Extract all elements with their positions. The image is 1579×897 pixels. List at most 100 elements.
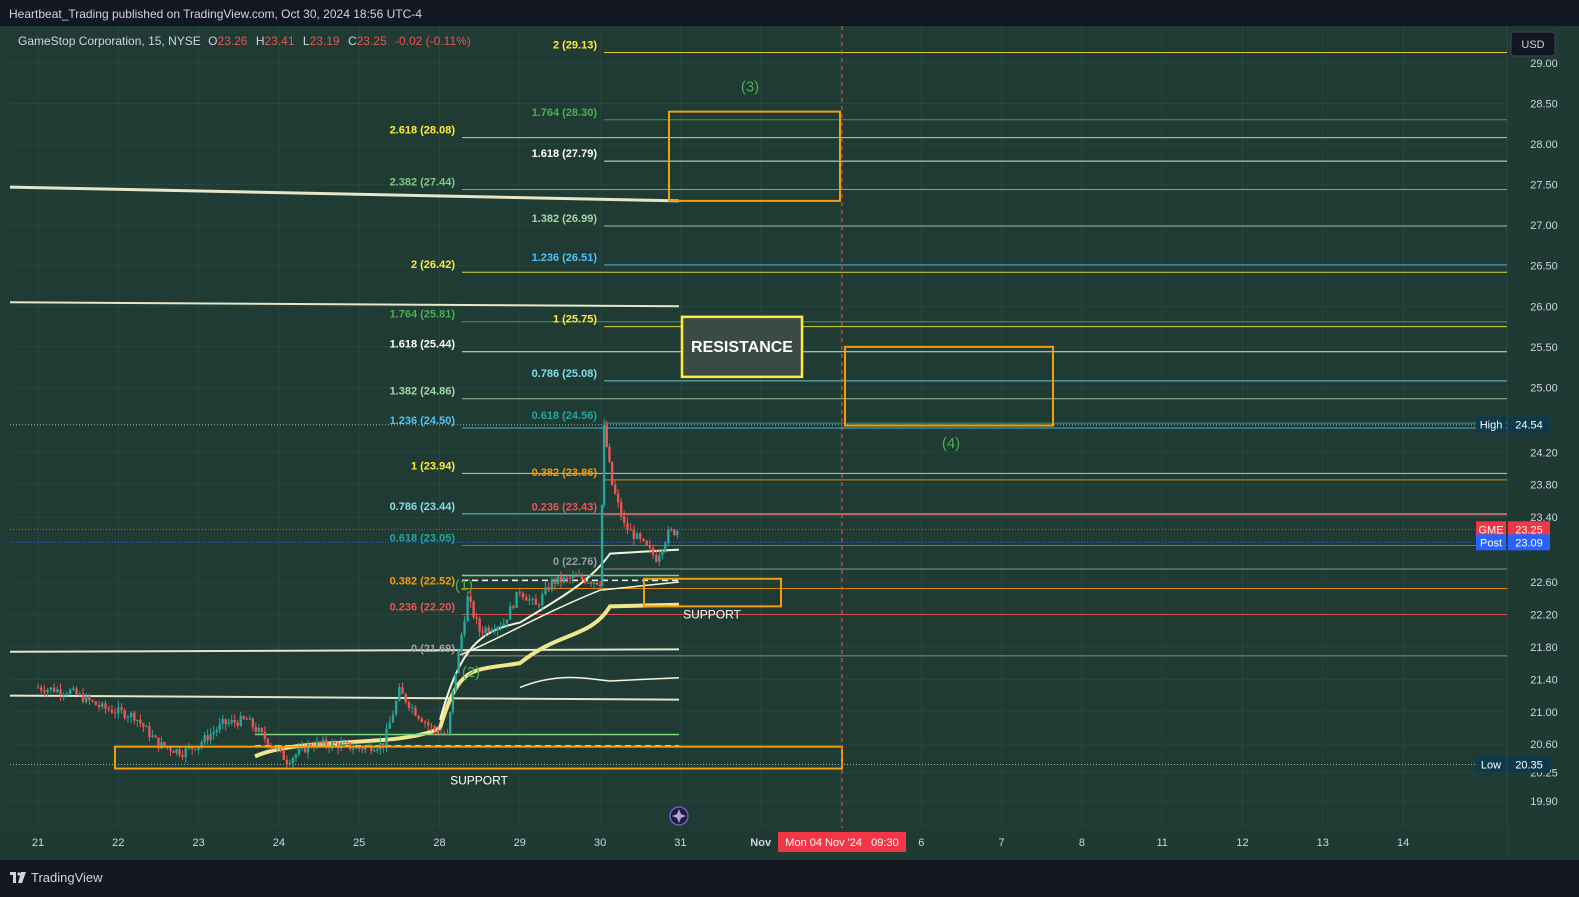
price-tick-label: 25.00 (1530, 382, 1558, 394)
candle-body (315, 741, 319, 748)
currency-button[interactable] (1510, 31, 1556, 57)
candle-body (43, 690, 46, 693)
candle-body (531, 598, 534, 600)
candle-body (40, 687, 43, 691)
resistance-box (680, 315, 804, 379)
candle-body (248, 718, 251, 720)
candle-body (469, 596, 472, 602)
candle-body (446, 733, 449, 735)
candle-body (306, 744, 310, 753)
anchored-vwap-line (9, 694, 680, 701)
fib-left-label: 1.618 (25.44) (390, 339, 456, 351)
candle-body (404, 693, 407, 703)
candle-body (184, 748, 187, 758)
candle-body (574, 576, 578, 578)
candle-body (72, 688, 75, 690)
candle-body (547, 587, 550, 591)
candle-body (508, 606, 512, 620)
candle-body (303, 745, 307, 753)
fib-right-label: 2 (29.13) (553, 39, 597, 51)
fib-left-label: 0.618 (23.05) (390, 533, 456, 545)
candle-body (169, 747, 172, 751)
price-tick-label: 22.20 (1530, 609, 1558, 621)
price-tick-label: 27.50 (1530, 180, 1558, 192)
candle-body (291, 757, 295, 764)
anchored-vwap-line (9, 648, 680, 653)
candle-body (56, 689, 59, 693)
time-tick-label: 21 (32, 837, 44, 849)
price-marker-tag (1476, 534, 1506, 551)
candle-body (59, 689, 62, 695)
candle-body (651, 547, 655, 555)
time-tick-label: 14 (1397, 837, 1409, 849)
candle-body (230, 719, 233, 723)
cursor-time-label: Mon 04 Nov '24 09:30 (785, 837, 898, 849)
candle-body (433, 726, 436, 730)
price-axis-background (1507, 26, 1579, 860)
wave-label-1: (1) (455, 577, 473, 594)
time-axis[interactable]: 212223242528293031Nov567811121314Mon 04 … (32, 832, 1409, 852)
candle-body (318, 741, 322, 744)
vwap-band-line (519, 676, 680, 689)
fib-left-label: 2.382 (27.44) (390, 177, 456, 189)
candle-body (505, 619, 509, 624)
price-axis[interactable]: 29.00 28.50 28.00 27.50 27.00 26.50 26.00 25.50… (1476, 58, 1558, 808)
candle-body (190, 746, 194, 749)
price-marker-value: 23.09 (1515, 537, 1543, 549)
candle-body (46, 689, 49, 693)
grid (10, 26, 1507, 828)
candle-body (664, 543, 667, 551)
fib-left-label: 1.764 (25.81) (390, 309, 456, 321)
candle-body (239, 716, 242, 726)
candle-body (129, 712, 133, 717)
price-tick-label: 26.50 (1530, 261, 1558, 273)
candle-body (648, 545, 652, 548)
candle-body (120, 707, 123, 711)
tradingview-logo[interactable]: TradingView (10, 870, 103, 885)
candle-body (91, 700, 94, 702)
candle-body (423, 722, 427, 724)
candle-body (502, 623, 505, 627)
candle-body (528, 599, 531, 601)
candle-body (145, 726, 148, 728)
price-tick-label: 25.50 (1530, 342, 1558, 354)
candle-body (324, 739, 328, 746)
candle-body (595, 582, 599, 585)
candle-body (276, 748, 279, 750)
fib-right-label: 0.618 (24.56) (532, 410, 598, 422)
candle-body (484, 627, 487, 633)
candle-body (388, 722, 391, 729)
price-marker-badge (1508, 521, 1550, 538)
candle-body (309, 744, 313, 747)
time-tick-label: 8 (1079, 837, 1085, 849)
candle-body (613, 484, 617, 494)
legend-line: GameStop Corporation, 15, NYSE O23.26 H2… (18, 34, 471, 48)
price-tick-label: 28.50 (1530, 99, 1558, 111)
candle-body (233, 719, 236, 723)
fib-left-label: 0.382 (22.52) (390, 576, 456, 588)
candle-body (629, 529, 632, 531)
candle-body (414, 707, 417, 716)
candle-body (449, 712, 452, 734)
candle-body (209, 734, 212, 741)
anchored-vwap-line (9, 185, 680, 203)
candle-body (600, 504, 604, 586)
candle-body (263, 731, 267, 739)
price-tick-label: 26.00 (1530, 301, 1558, 313)
candle-body (178, 749, 181, 756)
candle-body (466, 596, 469, 622)
target-box-wave-3 (668, 110, 841, 202)
chart-area[interactable]: RESISTANCE SUPPORT SUPPORT (1) (2) (3) (4) 2.6… (0, 26, 1579, 860)
price-marker-value: 23.25 (1515, 524, 1543, 536)
candle-body (373, 750, 376, 752)
candle-body (496, 627, 499, 631)
time-tick-label: 31 (674, 837, 686, 849)
candle-body (206, 735, 209, 741)
candle-body (364, 746, 367, 750)
time-tick-label: 28 (433, 837, 445, 849)
candle-body (472, 601, 475, 618)
support-label-lower: SUPPORT (450, 774, 508, 788)
time-tick-label: 25 (353, 837, 365, 849)
candle-body (550, 579, 554, 591)
candle-body (107, 708, 110, 710)
